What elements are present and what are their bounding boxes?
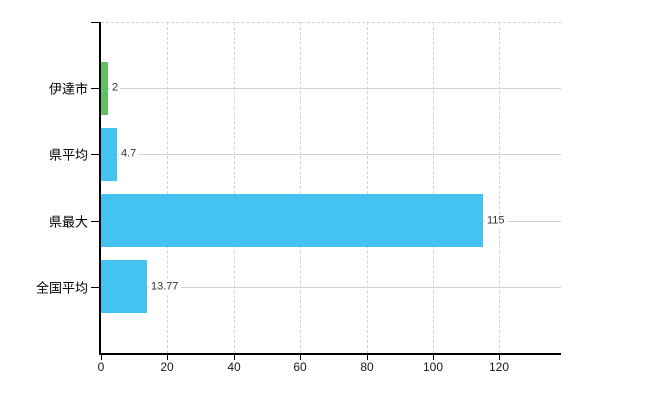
vertical-gridline xyxy=(167,22,169,353)
x-axis-tick-label: 100 xyxy=(422,360,444,374)
vertical-gridline xyxy=(366,22,368,353)
bar-県最大 xyxy=(101,194,483,247)
category-gridline xyxy=(101,88,561,89)
x-axis-line xyxy=(99,353,561,355)
category-gridline xyxy=(101,154,561,155)
x-axis-tick-label: 120 xyxy=(488,360,510,374)
plot-area: 2 4.7 115 13.77 0 20 40 60 80 100 120 伊達市県平均県最大全国平均 xyxy=(36,22,561,374)
x-axis-tick-label: 40 xyxy=(227,360,241,374)
x-axis-tick-label: 20 xyxy=(160,360,174,374)
y-axis-tick xyxy=(91,154,99,155)
category-label: 全国平均 xyxy=(35,280,88,296)
x-axis-tick xyxy=(234,355,235,360)
x-axis-tick xyxy=(300,355,301,360)
y-axis-tick xyxy=(91,221,99,222)
x-axis-tick-label: 60 xyxy=(293,360,307,374)
bar-伊達市 xyxy=(101,62,108,115)
vertical-gridline xyxy=(300,22,302,353)
category-gridline xyxy=(101,287,561,288)
y-axis-tick xyxy=(91,22,99,23)
bar-value-label: 4.7 xyxy=(119,147,139,161)
x-axis-tick xyxy=(367,355,368,360)
x-axis-tick-label: 0 xyxy=(97,360,105,374)
bar-県平均 xyxy=(101,128,117,181)
category-label: 県最大 xyxy=(48,214,88,230)
y-axis-line xyxy=(99,22,101,355)
x-axis-tick xyxy=(433,355,434,360)
x-axis-tick xyxy=(499,355,500,360)
vertical-gridline xyxy=(432,22,434,353)
x-axis-tick xyxy=(167,355,168,360)
vertical-gridline xyxy=(499,22,501,353)
x-axis-tick-label: 80 xyxy=(360,360,374,374)
bar-value-label: 2 xyxy=(110,81,121,95)
bar-value-label: 13.77 xyxy=(149,280,181,294)
bar-value-label: 115 xyxy=(485,214,507,228)
y-axis-tick xyxy=(91,88,99,89)
y-axis-tick xyxy=(91,287,99,288)
category-label: 県平均 xyxy=(48,147,88,163)
plot-top-border xyxy=(101,22,561,23)
x-axis-tick xyxy=(101,355,102,360)
bar-全国平均 xyxy=(101,260,147,313)
category-label: 伊達市 xyxy=(48,81,88,97)
vertical-gridline xyxy=(233,22,235,353)
